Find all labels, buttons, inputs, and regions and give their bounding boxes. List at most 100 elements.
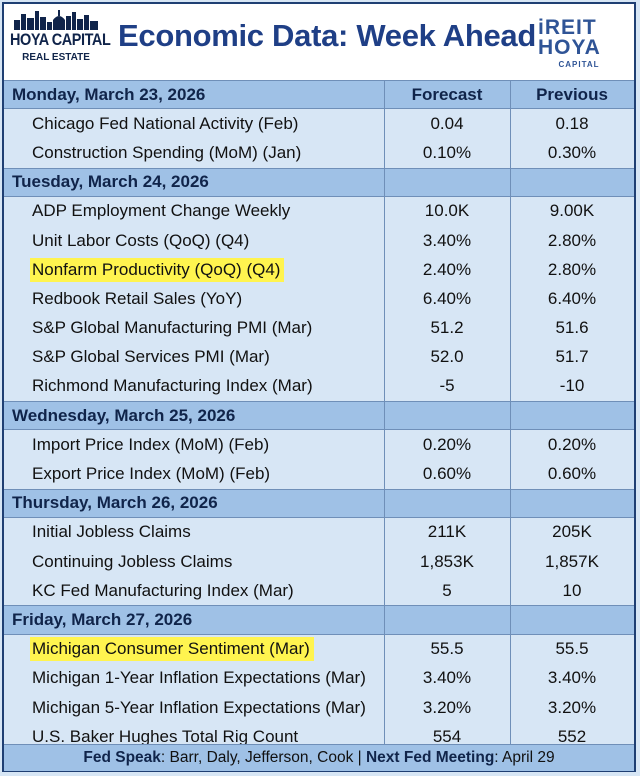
- event-row: Construction Spending (MoM) (Jan) 0.10% 0.…: [4, 138, 634, 167]
- event-name: Export Price Index (MoM) (Feb): [32, 464, 271, 484]
- logo-ireit-text: iREIT: [538, 16, 597, 39]
- day-date: Monday, March 23, 2026: [12, 84, 206, 104]
- footer: Fed Speak: Barr, Daly, Jefferson, Cook |…: [4, 744, 634, 771]
- previous-value: 51.7: [555, 347, 589, 367]
- event-row: Export Price Index (MoM) (Feb) 0.60% 0.60%: [4, 459, 634, 488]
- previous-value: -10: [559, 376, 585, 396]
- forecast-column-header: Forecast: [411, 84, 483, 104]
- previous-value: 6.40%: [547, 288, 597, 308]
- forecast-value: 10.0K: [424, 201, 470, 221]
- event-row: S&P Global Services PMI (Mar) 52.0 51.7: [4, 343, 634, 372]
- forecast-value: 5: [442, 580, 452, 600]
- previous-value: 2.80%: [547, 259, 597, 279]
- day-header-row: Monday, March 23, 2026 Forecast Previous: [4, 80, 634, 110]
- next-meeting-label: Next Fed Meeting: [365, 749, 495, 766]
- forecast-value: 3.20%: [422, 697, 472, 717]
- ireit-hoya-logo: iREIT HOYA CAPITAL: [534, 14, 630, 76]
- event-row: Michigan 5-Year Inflation Expectations (…: [4, 693, 634, 722]
- event-row: Richmond Manufacturing Index (Mar) -5 -10: [4, 372, 634, 401]
- event-row: Michigan Consumer Sentiment (Mar) 55.5 55.…: [4, 635, 634, 664]
- event-name: Construction Spending (MoM) (Jan): [32, 142, 302, 162]
- event-name: Nonfarm Productivity (QoQ) (Q4): [30, 257, 285, 282]
- header: HOYA CAPITAL REAL ESTATE Economic Data: …: [4, 4, 634, 80]
- day-date: Thursday, March 26, 2026: [12, 493, 218, 513]
- forecast-value: 52.0: [430, 347, 464, 367]
- event-name: Continuing Jobless Claims: [32, 551, 233, 571]
- fed-speak-label: Fed Speak: [83, 749, 161, 766]
- forecast-value: 3.40%: [422, 230, 472, 250]
- event-row: ADP Employment Change Weekly 10.0K 9.00K: [4, 197, 634, 226]
- event-name: S&P Global Manufacturing PMI (Mar): [32, 318, 313, 338]
- event-name: Initial Jobless Claims: [32, 522, 191, 542]
- event-name: U.S. Baker Hughes Total Rig Count: [32, 726, 299, 746]
- day-header-row: Wednesday, March 25, 2026: [4, 401, 634, 431]
- forecast-value: 1,853K: [420, 551, 474, 571]
- event-name: Redbook Retail Sales (YoY): [32, 288, 243, 308]
- logo-brand-text: HOYA CAPITAL: [10, 30, 111, 49]
- previous-value: 0.60%: [547, 464, 597, 484]
- hoya-capital-logo: HOYA CAPITAL REAL ESTATE: [10, 8, 111, 76]
- forecast-value: 0.10%: [422, 142, 472, 162]
- event-row: KC Fed Manufacturing Index (Mar) 5 10: [4, 576, 634, 605]
- event-row: Redbook Retail Sales (YoY) 6.40% 6.40%: [4, 284, 634, 313]
- page-title: Economic Data: Week Ahead: [118, 18, 537, 53]
- event-row: Nonfarm Productivity (QoQ) (Q4) 2.40% 2.80…: [4, 255, 634, 284]
- event-name: KC Fed Manufacturing Index (Mar): [32, 580, 294, 600]
- previous-value: 55.5: [555, 639, 589, 659]
- previous-column-header: Previous: [536, 84, 608, 104]
- event-row: Continuing Jobless Claims 1,853K 1,857K: [4, 547, 634, 576]
- day-header-row: Friday, March 27, 2026: [4, 605, 634, 635]
- event-name: Michigan 1-Year Inflation Expectations (…: [32, 668, 366, 688]
- city-skyline-icon: [14, 10, 98, 30]
- day-date: Tuesday, March 24, 2026: [12, 172, 209, 192]
- forecast-value: 211K: [427, 522, 467, 542]
- previous-value: 552: [557, 726, 587, 746]
- logo-hoya-text: HOYA: [538, 36, 601, 59]
- day-date: Friday, March 27, 2026: [12, 609, 193, 629]
- column-divider: [384, 80, 385, 744]
- event-name: ADP Employment Change Weekly: [32, 201, 291, 221]
- previous-value: 0.20%: [547, 434, 597, 454]
- logo-capital-text: CAPITAL: [558, 60, 600, 69]
- forecast-value: 0.04: [430, 113, 464, 133]
- event-row: Initial Jobless Claims 211K 205K: [4, 518, 634, 547]
- event-name: Richmond Manufacturing Index (Mar): [32, 376, 313, 396]
- forecast-value: 3.40%: [422, 668, 472, 688]
- previous-value: 1,857K: [545, 551, 599, 571]
- previous-value: 10: [562, 580, 582, 600]
- forecast-value: 2.40%: [422, 259, 472, 279]
- event-row: Michigan 1-Year Inflation Expectations (…: [4, 664, 634, 693]
- forecast-value: 554: [432, 726, 462, 746]
- previous-value: 3.20%: [547, 697, 597, 717]
- event-row: Chicago Fed National Activity (Feb) 0.04 0…: [4, 109, 634, 138]
- event-name: Unit Labor Costs (QoQ) (Q4): [32, 230, 250, 250]
- day-header-row: Thursday, March 26, 2026: [4, 488, 634, 518]
- forecast-value: 0.20%: [422, 434, 472, 454]
- previous-value: 205K: [552, 522, 592, 542]
- next-meeting-value: : April 29: [494, 749, 555, 766]
- event-row: S&P Global Manufacturing PMI (Mar) 51.2 51…: [4, 314, 634, 343]
- previous-value: 2.80%: [547, 230, 597, 250]
- forecast-value: -5: [439, 376, 455, 396]
- event-name: Michigan Consumer Sentiment (Mar): [30, 637, 314, 662]
- previous-value: 0.18: [555, 113, 589, 133]
- event-row: Import Price Index (MoM) (Feb) 0.20% 0.20%: [4, 430, 634, 459]
- event-name: Chicago Fed National Activity (Feb): [32, 113, 299, 133]
- previous-value: 0.30%: [547, 142, 597, 162]
- forecast-value: 6.40%: [422, 288, 472, 308]
- calendar-table: Monday, March 23, 2026 Forecast Previous Ch…: [4, 80, 634, 751]
- forecast-value: 51.2: [430, 318, 464, 338]
- previous-value: 3.40%: [547, 668, 597, 688]
- event-name: S&P Global Services PMI (Mar): [32, 347, 270, 367]
- previous-value: 51.6: [555, 318, 589, 338]
- event-row: U.S. Baker Hughes Total Rig Count 554 552: [4, 722, 634, 751]
- logo-sub-text: REAL ESTATE: [22, 52, 90, 63]
- fed-speak-value: : Barr, Daly, Jefferson, Cook |: [160, 749, 366, 766]
- event-row: Unit Labor Costs (QoQ) (Q4) 3.40% 2.80%: [4, 226, 634, 255]
- column-divider: [510, 80, 511, 744]
- forecast-value: 55.5: [430, 639, 464, 659]
- event-name: Import Price Index (MoM) (Feb): [32, 434, 270, 454]
- forecast-value: 0.60%: [422, 464, 472, 484]
- event-name: Michigan 5-Year Inflation Expectations (…: [32, 697, 366, 717]
